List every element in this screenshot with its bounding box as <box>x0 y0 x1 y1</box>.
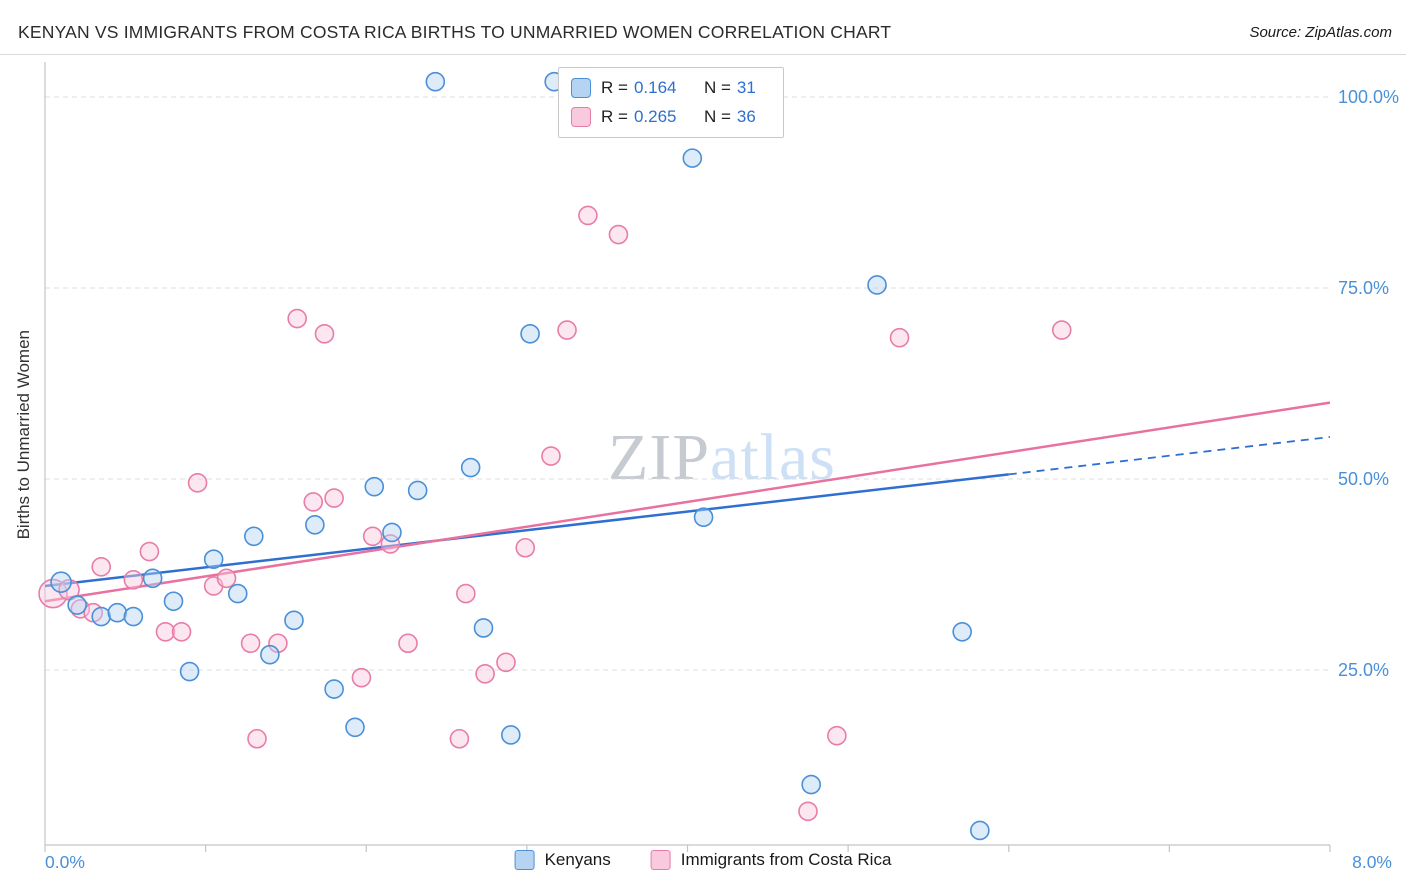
data-point-costa-rica <box>324 488 344 508</box>
data-point-kenyans <box>91 606 112 627</box>
data-point-kenyans <box>324 679 344 699</box>
header: KENYAN VS IMMIGRANTS FROM COSTA RICA BIR… <box>0 0 1406 55</box>
data-point-kenyans <box>179 661 200 682</box>
data-point-costa-rica <box>889 327 910 348</box>
n-value-costa-rica: 36 <box>736 107 756 126</box>
data-point-costa-rica <box>171 621 192 642</box>
series-legend: Kenyans Immigrants from Costa Rica <box>514 850 892 870</box>
data-point-kenyans <box>460 457 481 478</box>
data-point-costa-rica <box>287 308 307 329</box>
data-point-kenyans <box>244 526 264 547</box>
data-point-costa-rica <box>827 725 847 746</box>
data-point-costa-rica <box>139 541 160 562</box>
costa-rica-trend-line <box>44 401 1331 603</box>
data-point-kenyans <box>407 480 428 501</box>
data-point-kenyans <box>867 275 887 295</box>
data-point-costa-rica <box>187 473 208 493</box>
x-axis-min-label: 0.0% <box>45 852 85 872</box>
data-point-costa-rica <box>1051 320 1072 340</box>
data-point-costa-rica <box>515 537 536 558</box>
data-point-costa-rica <box>216 568 237 589</box>
n-label: N = <box>703 78 731 97</box>
data-point-kenyans <box>693 507 714 528</box>
r-label: R = <box>601 78 628 97</box>
data-point-costa-rica <box>91 557 112 577</box>
zipatlas-watermark: ZIPatlas <box>608 420 836 496</box>
data-point-kenyans <box>107 602 128 623</box>
data-point-kenyans <box>163 591 184 612</box>
legend-row-costa-rica: R = 0.265 N = 36 <box>571 105 767 129</box>
data-point-kenyans <box>203 549 224 570</box>
data-point-costa-rica <box>351 667 372 688</box>
data-point-costa-rica <box>362 526 383 547</box>
costa-rica-swatch-icon <box>571 107 591 127</box>
data-point-kenyans <box>970 820 990 841</box>
data-point-costa-rica <box>123 570 144 590</box>
data-point-costa-rica <box>247 728 267 749</box>
y-tick-label: 50.0% <box>1338 469 1389 489</box>
data-point-kenyans <box>801 774 821 795</box>
r-value-kenyans: 0.164 <box>633 78 677 97</box>
data-point-kenyans <box>425 71 446 92</box>
data-point-kenyans <box>473 618 494 638</box>
legend-row-kenyans: R = 0.164 N = 31 <box>571 76 767 100</box>
data-point-costa-rica <box>608 224 629 245</box>
r-value-costa-rica: 0.265 <box>633 107 677 126</box>
data-point-costa-rica <box>314 324 335 344</box>
data-point-kenyans <box>227 583 248 604</box>
r-label: R = <box>601 107 628 126</box>
data-point-kenyans <box>501 725 521 745</box>
data-point-costa-rica <box>475 664 495 684</box>
kenyans-trend-line <box>44 473 1009 588</box>
data-point-costa-rica <box>557 320 577 340</box>
kenyans-swatch-icon <box>514 850 535 870</box>
legend-label-kenyans: Kenyans <box>544 850 611 869</box>
data-point-kenyans <box>520 324 540 344</box>
data-point-kenyans <box>142 568 163 589</box>
y-tick-label: 25.0% <box>1338 660 1389 680</box>
data-point-kenyans <box>952 621 972 642</box>
data-point-costa-rica <box>449 728 470 749</box>
data-point-costa-rica <box>155 621 176 642</box>
x-axis-max-label: 8.0% <box>1352 852 1392 872</box>
data-point-kenyans <box>382 522 402 543</box>
data-point-costa-rica <box>303 492 324 512</box>
data-point-costa-rica <box>398 633 418 654</box>
data-point-costa-rica <box>541 446 561 466</box>
y-axis-label: Births to Unmarried Women <box>14 330 33 540</box>
data-point-costa-rica <box>456 583 476 604</box>
data-point-kenyans <box>284 610 304 631</box>
data-point-kenyans <box>50 571 72 593</box>
kenyans-swatch-icon <box>571 78 591 98</box>
correlation-legend-box: R = 0.164 N = 31 R = 0.265 N = 36 <box>558 67 784 138</box>
data-point-costa-rica <box>240 633 261 654</box>
page-title: KENYAN VS IMMIGRANTS FROM COSTA RICA BIR… <box>18 22 892 42</box>
watermark-zip: ZIP <box>608 421 711 494</box>
data-point-costa-rica <box>496 652 516 673</box>
legend-item-costa-rica: Immigrants from Costa Rica <box>650 850 892 870</box>
data-point-kenyans <box>260 644 280 665</box>
n-label: N = <box>703 107 731 126</box>
y-tick-label: 100.0% <box>1338 87 1399 107</box>
data-point-kenyans <box>305 515 325 535</box>
legend-item-kenyans: Kenyans <box>514 850 611 870</box>
data-point-kenyans <box>345 717 365 738</box>
data-point-kenyans <box>364 476 385 497</box>
y-tick-label: 75.0% <box>1338 278 1389 298</box>
costa-rica-swatch-icon <box>650 850 671 870</box>
data-point-kenyans <box>123 606 144 627</box>
kenyans-trend-line-dashed-extension <box>1008 436 1331 476</box>
data-point-costa-rica <box>798 801 818 822</box>
data-point-costa-rica <box>578 205 598 226</box>
source-link[interactable]: Source: ZipAtlas.com <box>1249 24 1392 41</box>
data-point-kenyans <box>67 595 87 615</box>
n-value-kenyans: 31 <box>736 78 756 97</box>
legend-label-costa-rica: Immigrants from Costa Rica <box>680 850 892 869</box>
data-point-kenyans <box>682 148 703 168</box>
